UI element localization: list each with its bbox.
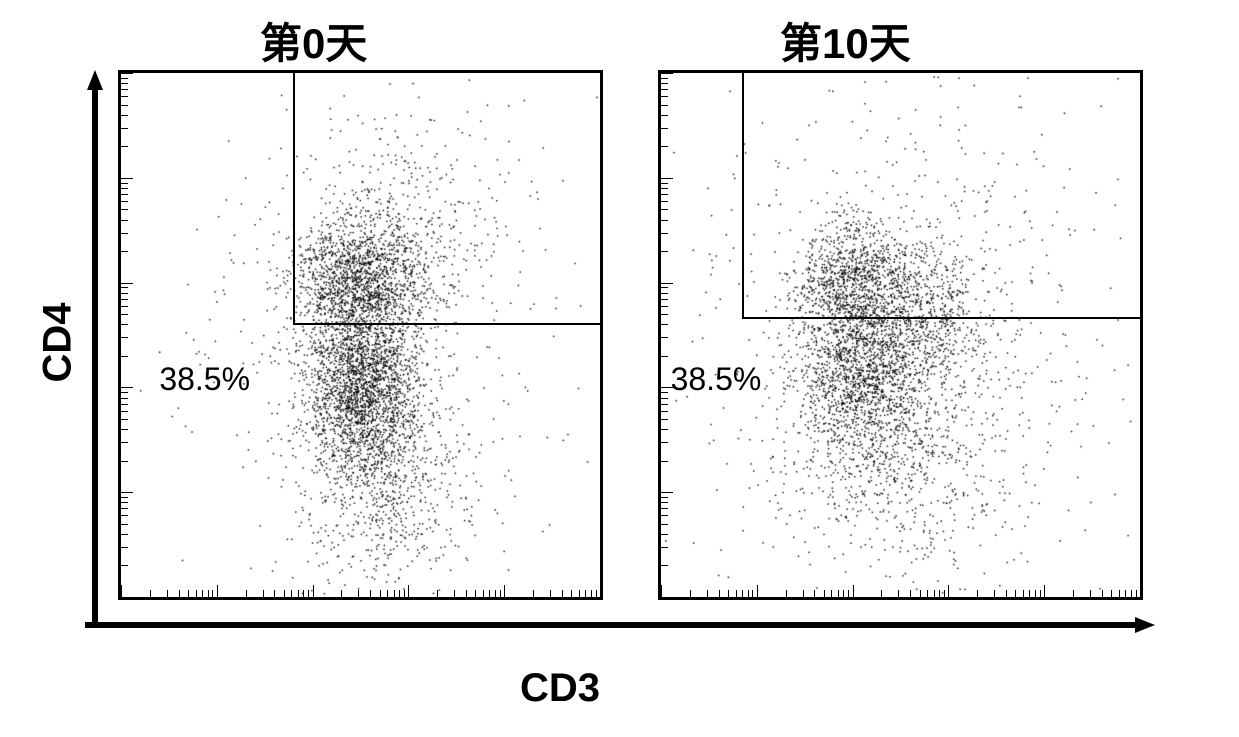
y-axis-label: CD4 (36, 302, 81, 382)
x-ticks-day10 (661, 582, 1140, 597)
y-ticks-day10 (661, 73, 676, 597)
gate-label-day10: 38.5% (671, 361, 762, 398)
panel-title-right: 第10天 (780, 10, 911, 71)
y-axis-arrow (85, 70, 105, 625)
panel-title-left: 第0天 (260, 10, 367, 71)
gate-rect-day10 (742, 73, 1140, 319)
scatter-panel-day10: 38.5% (658, 70, 1143, 600)
x-axis-arrow (85, 615, 1155, 635)
x-ticks-day0 (121, 582, 600, 597)
flow-cytometry-figure: CD4 CD3 第0天 第10天 38.5% 38.5% (0, 0, 1239, 737)
x-axis-label: CD3 (520, 666, 600, 711)
y-ticks-day0 (121, 73, 136, 597)
gate-label-day0: 38.5% (159, 361, 250, 398)
scatter-panel-day0: 38.5% (118, 70, 603, 600)
gate-rect-day0 (293, 73, 600, 325)
